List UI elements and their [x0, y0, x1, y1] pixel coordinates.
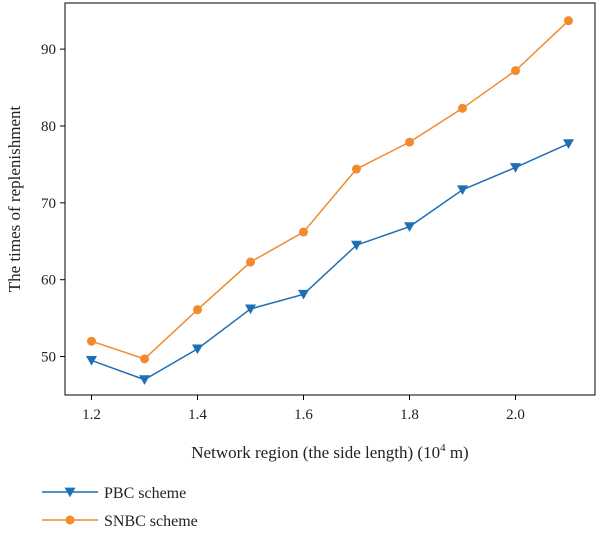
legend-label: SNBC scheme	[104, 513, 198, 530]
data-point	[298, 289, 309, 300]
data-point	[511, 66, 520, 76]
x-tick-label: 1.6	[294, 407, 313, 423]
data-point	[563, 139, 574, 149]
y-tick-label: 60	[41, 273, 56, 289]
data-point	[404, 222, 415, 232]
x-tick-label: 1.8	[400, 407, 419, 423]
x-tick-label: 1.2	[82, 407, 101, 423]
legend: PBC scheme SNBC scheme	[42, 485, 198, 530]
data-point	[192, 344, 203, 355]
data-point	[299, 227, 308, 237]
y-tick-label: 80	[41, 119, 56, 135]
data-point	[86, 356, 97, 366]
data-point	[457, 185, 468, 196]
x-tick-label: 2.0	[506, 407, 525, 423]
x-axis-title: Network region (the side length) (104 m)	[191, 442, 468, 462]
data-point	[351, 240, 362, 251]
y-axis-title: The times of replenishment	[5, 105, 24, 292]
data-point	[458, 103, 467, 113]
series-line-1	[91, 20, 570, 360]
plot-frame	[64, 2, 596, 396]
axis-ticks: 1.2 1.4 1.6 1.8 2.0 50 60 70 80 90	[41, 42, 525, 423]
data-point	[140, 354, 149, 364]
y-tick-label: 50	[41, 350, 56, 366]
y-tick-label: 70	[41, 196, 56, 212]
legend-marker	[64, 487, 76, 498]
series-layer	[86, 16, 574, 385]
series-line-0	[91, 142, 569, 381]
data-point	[246, 257, 255, 267]
data-point	[510, 163, 521, 173]
data-point	[245, 304, 256, 315]
data-point	[405, 137, 414, 147]
data-point	[87, 336, 96, 346]
y-tick-label: 90	[41, 42, 56, 58]
legend-label: PBC scheme	[104, 485, 186, 502]
data-point	[139, 375, 150, 385]
x-tick-label: 1.4	[188, 407, 207, 423]
data-point	[193, 305, 202, 315]
data-point	[352, 164, 361, 174]
legend-marker	[65, 515, 75, 525]
data-point	[564, 16, 573, 26]
